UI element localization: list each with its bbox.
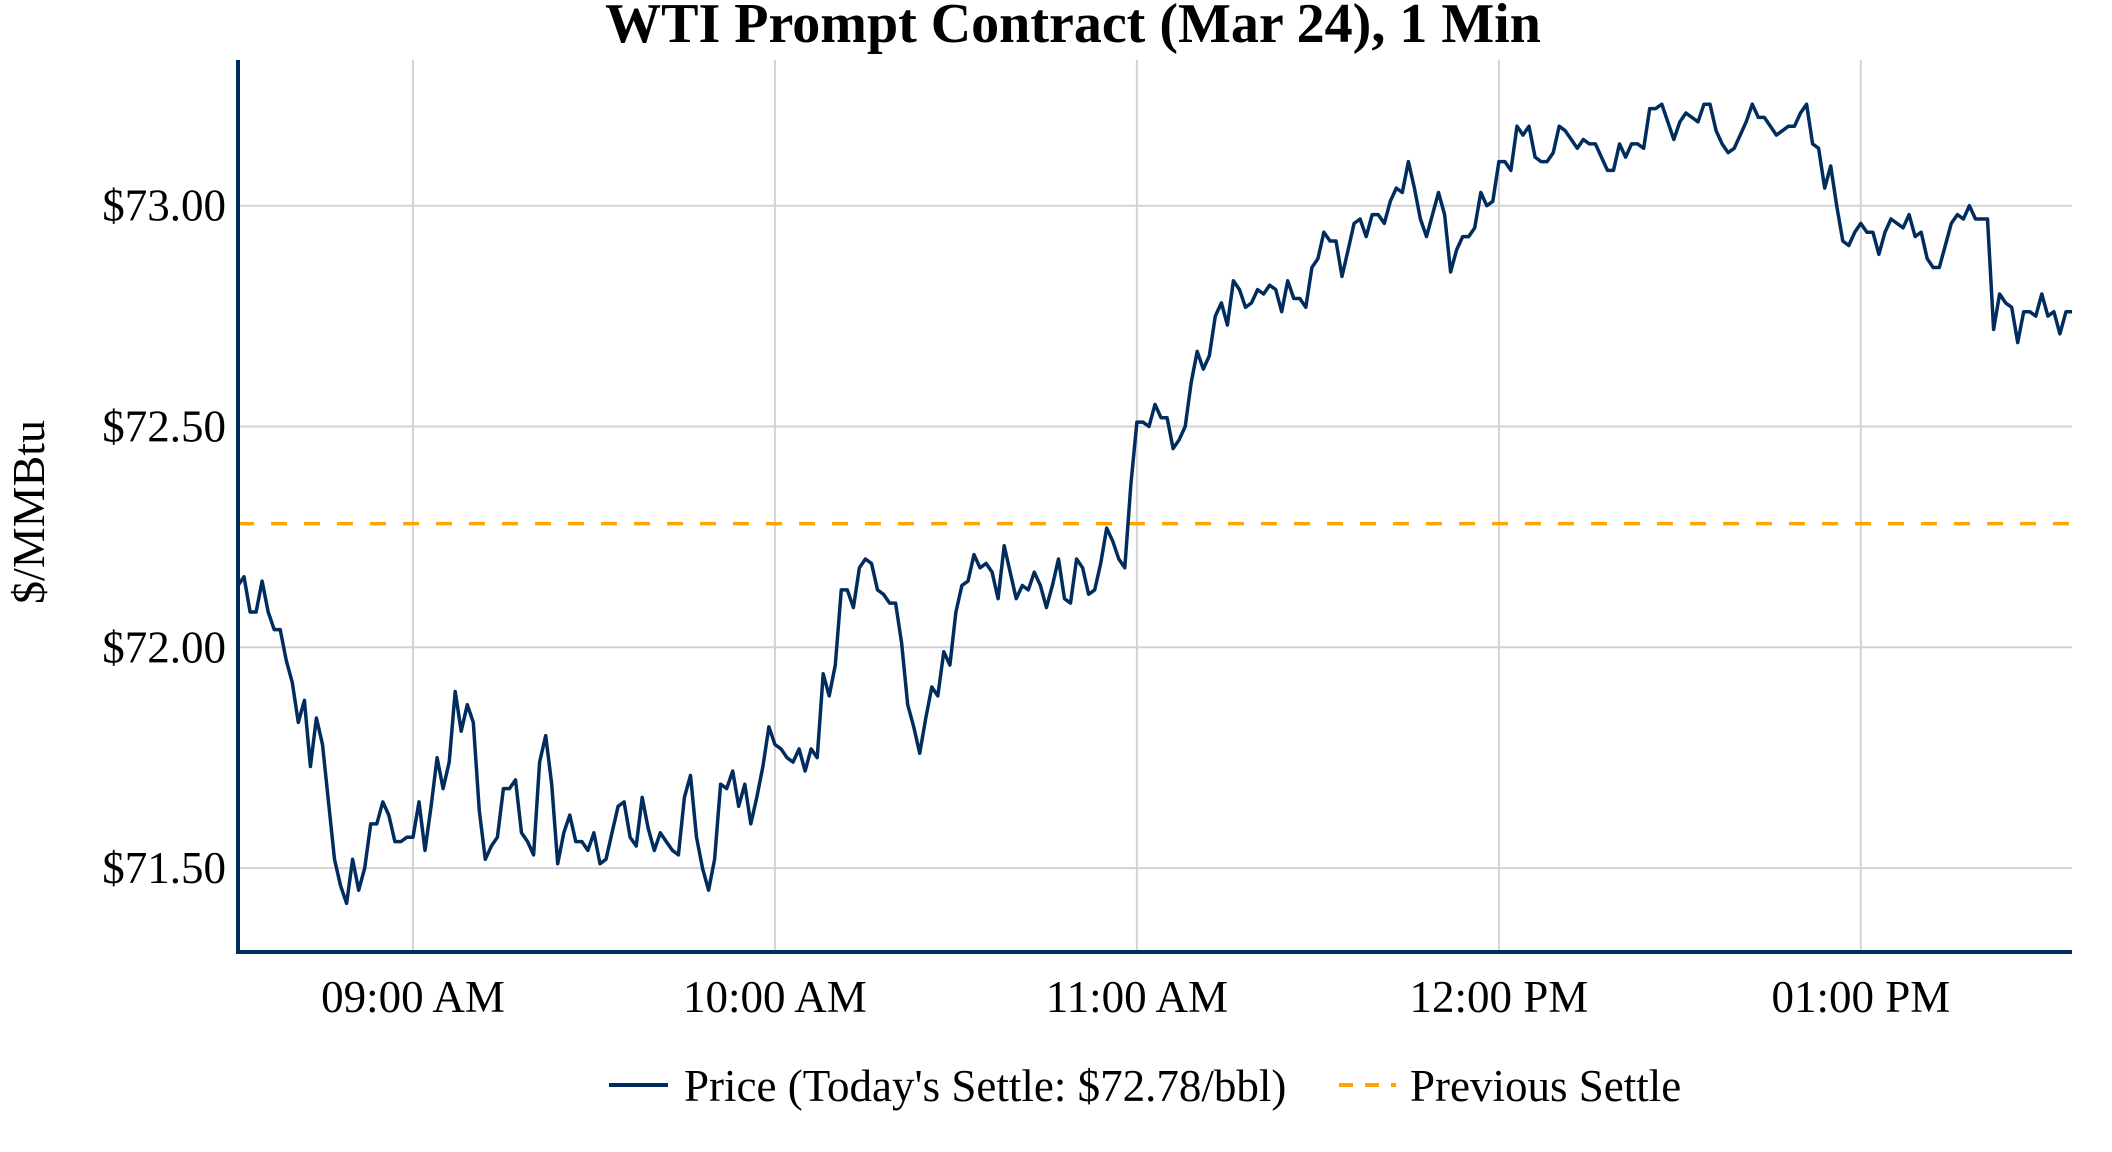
chart-title: WTI Prompt Contract (Mar 24), 1 Min <box>605 0 1541 55</box>
series-layer <box>236 102 2072 906</box>
axes <box>236 60 2072 954</box>
y-tick-label: $72.00 <box>102 622 226 672</box>
y-tick-labels: $71.50 $72.00 $72.50 $73.00 <box>102 181 226 893</box>
x-tick-label: 12:00 PM <box>1409 972 1588 1022</box>
x-tick-label: 01:00 PM <box>1771 972 1950 1022</box>
gridlines <box>238 60 2072 952</box>
legend-price-label: Price (Today's Settle: $72.78/bbl) <box>684 1061 1286 1111</box>
y-axis-label: $/MMBtu <box>3 420 54 604</box>
y-tick-label: $72.50 <box>102 402 226 452</box>
legend-item-previous-settle[interactable]: Previous Settle <box>1339 1061 1681 1111</box>
price-line <box>236 102 2072 906</box>
y-tick-label: $71.50 <box>102 843 226 893</box>
x-tick-label: 10:00 AM <box>683 972 867 1022</box>
legend-previous-settle-label: Previous Settle <box>1410 1061 1681 1111</box>
x-tick-labels: 09:00 AM 10:00 AM 11:00 AM 12:00 PM 01:00 PM <box>321 972 1950 1022</box>
legend-item-price[interactable]: Price (Today's Settle: $72.78/bbl) <box>609 1061 1286 1111</box>
x-tick-label: 11:00 AM <box>1046 972 1228 1022</box>
legend: Price (Today's Settle: $72.78/bbl) Previ… <box>609 1061 1681 1111</box>
y-tick-label: $73.00 <box>102 181 226 231</box>
x-tick-label: 09:00 AM <box>321 972 505 1022</box>
